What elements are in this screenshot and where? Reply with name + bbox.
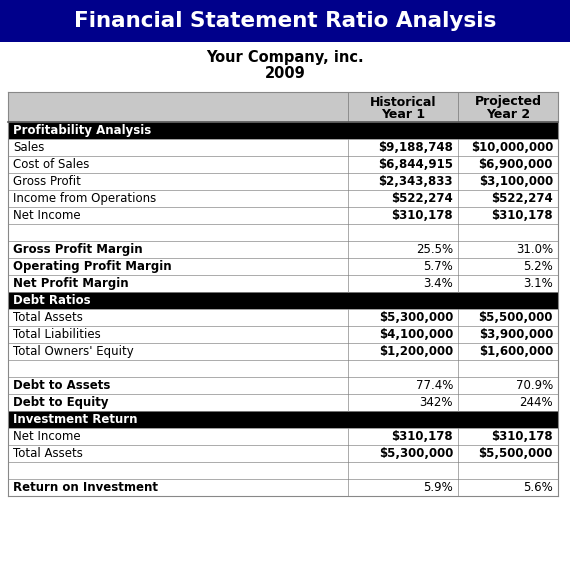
FancyBboxPatch shape bbox=[8, 139, 558, 156]
Text: $5,500,000: $5,500,000 bbox=[478, 447, 553, 460]
FancyBboxPatch shape bbox=[8, 241, 558, 258]
Text: $310,178: $310,178 bbox=[491, 209, 553, 222]
Text: 25.5%: 25.5% bbox=[416, 243, 453, 256]
Text: 3.4%: 3.4% bbox=[424, 277, 453, 290]
Text: Projected: Projected bbox=[474, 95, 542, 109]
FancyBboxPatch shape bbox=[8, 92, 348, 122]
Text: Cost of Sales: Cost of Sales bbox=[13, 158, 89, 171]
Text: 2009: 2009 bbox=[264, 66, 306, 81]
Text: Total Owners' Equity: Total Owners' Equity bbox=[13, 345, 134, 358]
Text: $4,100,000: $4,100,000 bbox=[378, 328, 453, 341]
Text: Financial Statement Ratio Analysis: Financial Statement Ratio Analysis bbox=[74, 11, 496, 31]
FancyBboxPatch shape bbox=[8, 173, 558, 190]
Text: 342%: 342% bbox=[420, 396, 453, 409]
Text: Net Income: Net Income bbox=[13, 209, 80, 222]
Text: $1,200,000: $1,200,000 bbox=[378, 345, 453, 358]
FancyBboxPatch shape bbox=[8, 309, 558, 326]
Text: $522,274: $522,274 bbox=[391, 192, 453, 205]
Text: $1,600,000: $1,600,000 bbox=[479, 345, 553, 358]
FancyBboxPatch shape bbox=[8, 258, 558, 275]
Text: Operating Profit Margin: Operating Profit Margin bbox=[13, 260, 172, 273]
FancyBboxPatch shape bbox=[8, 479, 558, 496]
Text: $6,900,000: $6,900,000 bbox=[478, 158, 553, 171]
FancyBboxPatch shape bbox=[8, 411, 558, 428]
FancyBboxPatch shape bbox=[0, 0, 570, 42]
Text: Sales: Sales bbox=[13, 141, 44, 154]
Text: 5.2%: 5.2% bbox=[523, 260, 553, 273]
Text: Debt to Assets: Debt to Assets bbox=[13, 379, 111, 392]
Text: $3,100,000: $3,100,000 bbox=[479, 175, 553, 188]
Text: $6,844,915: $6,844,915 bbox=[378, 158, 453, 171]
FancyBboxPatch shape bbox=[8, 326, 558, 343]
Text: Income from Operations: Income from Operations bbox=[13, 192, 156, 205]
FancyBboxPatch shape bbox=[348, 92, 458, 122]
Text: Debt to Equity: Debt to Equity bbox=[13, 396, 108, 409]
FancyBboxPatch shape bbox=[8, 292, 558, 309]
Text: $310,178: $310,178 bbox=[491, 430, 553, 443]
FancyBboxPatch shape bbox=[8, 224, 558, 241]
Text: 5.7%: 5.7% bbox=[424, 260, 453, 273]
Text: 70.9%: 70.9% bbox=[516, 379, 553, 392]
FancyBboxPatch shape bbox=[8, 207, 558, 224]
Text: $2,343,833: $2,343,833 bbox=[378, 175, 453, 188]
Text: $5,300,000: $5,300,000 bbox=[378, 311, 453, 324]
FancyBboxPatch shape bbox=[8, 190, 558, 207]
Text: Year 2: Year 2 bbox=[486, 108, 530, 121]
Text: 31.0%: 31.0% bbox=[516, 243, 553, 256]
FancyBboxPatch shape bbox=[8, 377, 558, 394]
Text: Net Profit Margin: Net Profit Margin bbox=[13, 277, 129, 290]
FancyBboxPatch shape bbox=[8, 428, 558, 445]
Text: 3.1%: 3.1% bbox=[523, 277, 553, 290]
FancyBboxPatch shape bbox=[458, 92, 558, 122]
FancyBboxPatch shape bbox=[8, 156, 558, 173]
FancyBboxPatch shape bbox=[8, 462, 558, 479]
Text: $5,300,000: $5,300,000 bbox=[378, 447, 453, 460]
Text: Gross Profit: Gross Profit bbox=[13, 175, 81, 188]
Text: Historical: Historical bbox=[370, 95, 436, 109]
Text: 244%: 244% bbox=[519, 396, 553, 409]
Text: $522,274: $522,274 bbox=[491, 192, 553, 205]
Text: $3,900,000: $3,900,000 bbox=[479, 328, 553, 341]
Text: Your Company, inc.: Your Company, inc. bbox=[206, 50, 364, 65]
Text: Return on Investment: Return on Investment bbox=[13, 481, 158, 494]
Text: $310,178: $310,178 bbox=[392, 209, 453, 222]
FancyBboxPatch shape bbox=[8, 445, 558, 462]
FancyBboxPatch shape bbox=[8, 394, 558, 411]
Text: Net Income: Net Income bbox=[13, 430, 80, 443]
Text: 5.9%: 5.9% bbox=[424, 481, 453, 494]
FancyBboxPatch shape bbox=[8, 275, 558, 292]
Text: Debt Ratios: Debt Ratios bbox=[13, 294, 91, 307]
Text: 5.6%: 5.6% bbox=[523, 481, 553, 494]
Text: Profitability Analysis: Profitability Analysis bbox=[13, 124, 151, 137]
Text: $5,500,000: $5,500,000 bbox=[478, 311, 553, 324]
Text: Investment Return: Investment Return bbox=[13, 413, 137, 426]
FancyBboxPatch shape bbox=[8, 360, 558, 377]
FancyBboxPatch shape bbox=[8, 343, 558, 360]
Text: $10,000,000: $10,000,000 bbox=[471, 141, 553, 154]
Text: $310,178: $310,178 bbox=[392, 430, 453, 443]
Text: $9,188,748: $9,188,748 bbox=[378, 141, 453, 154]
Text: Gross Profit Margin: Gross Profit Margin bbox=[13, 243, 142, 256]
Text: 77.4%: 77.4% bbox=[416, 379, 453, 392]
FancyBboxPatch shape bbox=[8, 122, 558, 139]
Text: Total Assets: Total Assets bbox=[13, 447, 83, 460]
Text: Year 1: Year 1 bbox=[381, 108, 425, 121]
Text: Total Liabilities: Total Liabilities bbox=[13, 328, 101, 341]
Text: Total Assets: Total Assets bbox=[13, 311, 83, 324]
